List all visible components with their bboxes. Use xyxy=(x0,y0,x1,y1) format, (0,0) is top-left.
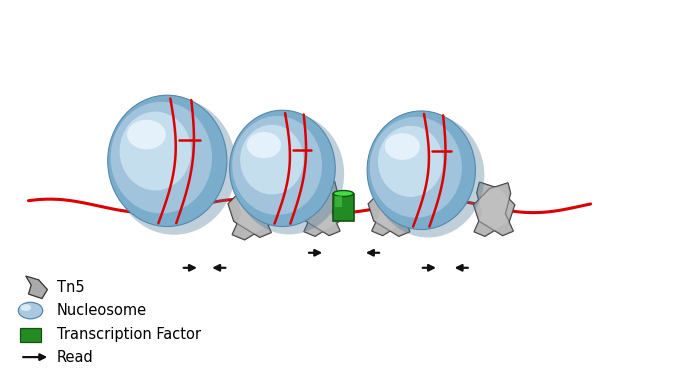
Ellipse shape xyxy=(385,133,420,160)
Bar xyxy=(335,196,342,207)
Ellipse shape xyxy=(112,98,236,235)
Bar xyxy=(20,328,41,342)
Polygon shape xyxy=(228,180,271,237)
Polygon shape xyxy=(473,183,513,235)
Polygon shape xyxy=(232,178,279,240)
Ellipse shape xyxy=(378,126,443,197)
Ellipse shape xyxy=(247,132,281,158)
Polygon shape xyxy=(299,181,340,235)
Ellipse shape xyxy=(240,125,303,195)
Polygon shape xyxy=(474,182,515,236)
Ellipse shape xyxy=(370,117,462,218)
Ellipse shape xyxy=(367,111,475,229)
Polygon shape xyxy=(369,181,410,236)
Polygon shape xyxy=(304,181,345,236)
Polygon shape xyxy=(304,181,345,236)
Polygon shape xyxy=(299,181,340,235)
Polygon shape xyxy=(372,181,413,235)
Ellipse shape xyxy=(235,113,344,234)
Ellipse shape xyxy=(230,110,335,226)
Bar xyxy=(333,194,354,220)
Text: Nucleosome: Nucleosome xyxy=(57,303,147,318)
Text: Transcription Factor: Transcription Factor xyxy=(57,327,201,342)
Ellipse shape xyxy=(372,114,484,237)
Ellipse shape xyxy=(111,102,212,214)
Ellipse shape xyxy=(233,116,322,215)
Ellipse shape xyxy=(107,95,227,226)
Polygon shape xyxy=(232,178,279,240)
Polygon shape xyxy=(228,180,271,237)
Ellipse shape xyxy=(333,191,354,197)
Polygon shape xyxy=(473,183,513,235)
Polygon shape xyxy=(369,181,410,236)
Polygon shape xyxy=(372,181,413,235)
Ellipse shape xyxy=(120,112,191,191)
Ellipse shape xyxy=(20,304,31,311)
Polygon shape xyxy=(474,182,515,236)
Text: Tn5: Tn5 xyxy=(57,280,84,295)
Ellipse shape xyxy=(18,302,43,319)
Polygon shape xyxy=(26,276,48,299)
Text: Read: Read xyxy=(57,350,94,365)
Ellipse shape xyxy=(127,120,166,149)
